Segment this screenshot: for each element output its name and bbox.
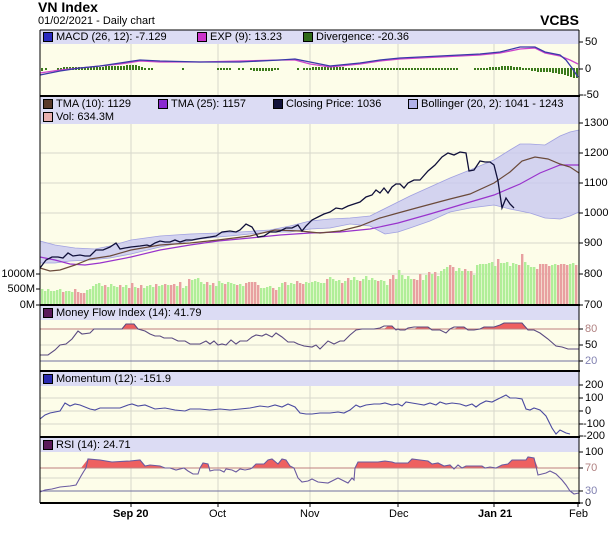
tma25-line	[39, 164, 579, 266]
bollinger-band	[39, 129, 580, 264]
mfi-overbought-fill	[122, 324, 138, 329]
volume-bars	[41, 254, 578, 305]
macd-panel	[39, 30, 580, 97]
price-panel	[39, 97, 580, 306]
close-price-line	[39, 151, 515, 269]
chart-title: VN Index	[38, 0, 98, 15]
mfi-panel	[40, 306, 580, 372]
brand-label: VCBS	[540, 12, 579, 28]
momentum-line	[39, 394, 571, 435]
mfi-line	[40, 322, 579, 356]
divergence-bars	[41, 65, 578, 78]
rsi-line	[39, 456, 580, 495]
tma10-line	[39, 156, 580, 272]
exp-line	[39, 47, 579, 74]
chart-subtitle: 01/02/2021 - Daily chart	[38, 15, 155, 27]
rsi-panel	[39, 438, 580, 504]
momentum-panel	[39, 372, 580, 438]
macd-line	[39, 46, 579, 78]
